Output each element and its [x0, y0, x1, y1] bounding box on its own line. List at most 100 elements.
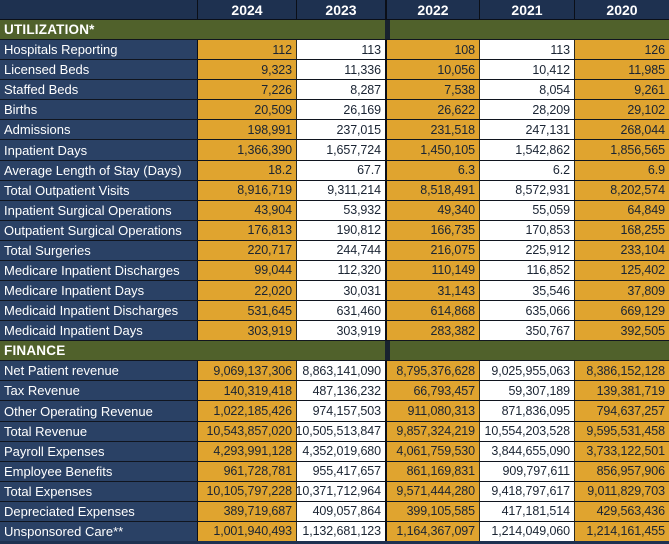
value-cell-2024: 961,728,781	[198, 461, 297, 481]
table-row: Employee Benefits 961,728,781 955,417,657 8…	[0, 461, 669, 482]
value-cell-2020: 233,104	[575, 240, 669, 260]
value-cell-2021: 116,852	[480, 260, 575, 281]
value-cell-2022: 1,450,105	[387, 140, 480, 160]
table-row: Medicare Inpatient Days 22,020 30,031 31,14…	[0, 281, 669, 302]
value-cell-2023: 974,157,503	[297, 401, 387, 421]
value-cell-2021: 8,054	[480, 80, 575, 100]
value-cell-2022: 399,105,585	[387, 501, 480, 521]
value-cell-2024: 20,509	[198, 100, 297, 120]
value-cell-2023: 487,136,232	[297, 381, 387, 401]
value-cell-2023: 8,287	[297, 80, 387, 100]
value-cell-2020: 8,202,574	[575, 180, 669, 200]
value-cell-2021: 1,214,049,060	[480, 521, 575, 542]
value-cell-2022: 31,143	[387, 281, 480, 301]
section-divider	[385, 341, 390, 361]
value-cell-2023: 10,505,513,847	[297, 421, 387, 441]
value-cell-2021: 417,181,514	[480, 501, 575, 521]
table-row: Depreciated Expenses 389,719,687 409,057,8…	[0, 501, 669, 522]
value-cell-2023: 8,863,141,090	[297, 361, 387, 381]
row-label: Medicare Inpatient Discharges	[0, 260, 198, 281]
value-cell-2023: 409,057,864	[297, 501, 387, 521]
value-cell-2022: 49,340	[387, 200, 480, 220]
value-cell-2024: 303,919	[198, 321, 297, 341]
value-cell-2023: 303,919	[297, 321, 387, 341]
value-cell-2023: 4,352,019,680	[297, 441, 387, 461]
value-cell-2022: 7,538	[387, 80, 480, 100]
table-bottom-border	[0, 541, 669, 544]
value-cell-2022: 10,056	[387, 60, 480, 80]
table-row: Inpatient Surgical Operations 43,904 53,93…	[0, 200, 669, 221]
value-cell-2020: 1,856,565	[575, 140, 669, 160]
table-row: Medicare Inpatient Discharges 99,044 112,3…	[0, 260, 669, 282]
value-cell-2024: 9,323	[198, 60, 297, 80]
value-cell-2020: 8,386,152,128	[575, 361, 669, 381]
column-header-2023: 2023	[297, 0, 387, 19]
value-cell-2021: 9,025,955,063	[480, 361, 575, 381]
value-cell-2023: 1,132,681,123	[297, 521, 387, 542]
value-cell-2021: 10,412	[480, 60, 575, 80]
section-title: UTILIZATION*	[0, 20, 385, 40]
value-cell-2020: 37,809	[575, 281, 669, 301]
section-header-row: UTILIZATION*	[0, 20, 669, 41]
row-label: Medicaid Inpatient Discharges	[0, 301, 198, 321]
value-cell-2020: 126	[575, 40, 669, 60]
value-cell-2021: 8,572,931	[480, 180, 575, 200]
row-label: Total Surgeries	[0, 240, 198, 260]
year-header-row: 2024 2023 2022 2021 2020	[0, 0, 669, 20]
value-cell-2022: 9,857,324,219	[387, 421, 480, 441]
section-title: FINANCE	[0, 341, 385, 361]
value-cell-2021: 59,307,189	[480, 381, 575, 401]
value-cell-2020: 64,849	[575, 200, 669, 220]
table-row: Inpatient Days 1,366,390 1,657,724 1,450,10…	[0, 140, 669, 161]
value-cell-2020: 669,129	[575, 301, 669, 321]
row-label: Hospitals Reporting	[0, 40, 198, 60]
value-cell-2022: 9,571,444,280	[387, 481, 480, 501]
value-cell-2020: 392,505	[575, 321, 669, 341]
value-cell-2020: 856,957,906	[575, 461, 669, 481]
row-label: Unsponsored Care**	[0, 521, 198, 542]
value-cell-2023: 26,169	[297, 100, 387, 120]
row-label: Employee Benefits	[0, 461, 198, 481]
row-label: Other Operating Revenue	[0, 401, 198, 421]
value-cell-2023: 10,371,712,964	[297, 481, 387, 501]
value-cell-2020: 139,381,719	[575, 381, 669, 401]
value-cell-2021: 35,546	[480, 281, 575, 301]
value-cell-2024: 198,991	[198, 120, 297, 140]
value-cell-2024: 10,543,857,020	[198, 421, 297, 441]
section-divider	[385, 20, 390, 40]
section-band	[390, 341, 669, 361]
value-cell-2022: 216,075	[387, 240, 480, 260]
value-cell-2022: 8,518,491	[387, 180, 480, 200]
value-cell-2020: 29,102	[575, 100, 669, 120]
column-header-2020: 2020	[575, 0, 669, 19]
value-cell-2020: 9,261	[575, 80, 669, 100]
table-row: Tax Revenue 140,319,418 487,136,232 66,793,…	[0, 381, 669, 402]
value-cell-2024: 18.2	[198, 160, 297, 180]
value-cell-2021: 1,542,862	[480, 140, 575, 160]
value-cell-2024: 9,069,137,306	[198, 361, 297, 381]
row-label: Tax Revenue	[0, 381, 198, 401]
value-cell-2023: 190,812	[297, 220, 387, 240]
row-label: Average Length of Stay (Days)	[0, 160, 198, 180]
table-row: Net Patient revenue 9,069,137,306 8,863,14…	[0, 361, 669, 382]
table-row: Total Outpatient Visits 8,916,719 9,311,21…	[0, 180, 669, 201]
value-cell-2021: 113	[480, 40, 575, 60]
value-cell-2023: 237,015	[297, 120, 387, 140]
value-cell-2021: 6.2	[480, 160, 575, 180]
column-header-2024: 2024	[198, 0, 297, 19]
value-cell-2023: 9,311,214	[297, 180, 387, 200]
table-row: Total Revenue 10,543,857,020 10,505,513,84…	[0, 421, 669, 442]
value-cell-2021: 3,844,655,090	[480, 441, 575, 461]
value-cell-2020: 794,637,257	[575, 401, 669, 421]
value-cell-2022: 26,622	[387, 100, 480, 120]
value-cell-2024: 112	[198, 40, 297, 60]
value-cell-2021: 350,767	[480, 321, 575, 341]
table-row: Total Surgeries 220,717 244,744 216,075 225,…	[0, 240, 669, 261]
table-row: Unsponsored Care** 1,001,940,493 1,132,681…	[0, 521, 669, 542]
value-cell-2021: 10,554,203,528	[480, 421, 575, 441]
value-cell-2024: 10,105,797,228	[198, 481, 297, 501]
row-label: Medicare Inpatient Days	[0, 281, 198, 301]
value-cell-2022: 911,080,313	[387, 401, 480, 421]
value-cell-2020: 9,011,829,703	[575, 481, 669, 501]
